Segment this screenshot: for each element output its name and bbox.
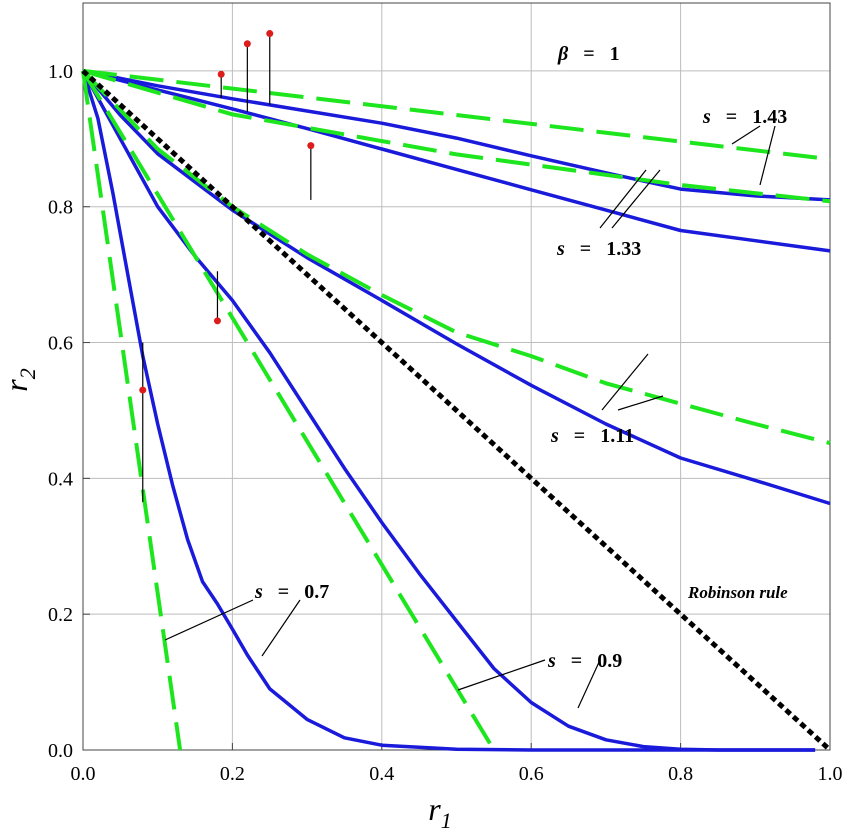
series-dashed-9: [81, 70, 183, 751]
series-solid-4: [81, 70, 816, 752]
series-solid-2: [81, 69, 831, 506]
annotation-leader: [731, 125, 761, 145]
series-solid-0: [82, 69, 831, 202]
ticks: 0.0 0.2 0.4 0.6 0.8 1.0 0.0 0.2 0.4 0.6 0.8 1.0: [48, 61, 843, 785]
x-tick-label: 0.2: [220, 763, 245, 785]
x-tick-label: 0.6: [519, 763, 544, 785]
annotation-leader: [611, 169, 661, 229]
y-tick-label: 0.6: [48, 333, 73, 355]
series-dashed-5: [82, 68, 831, 162]
y-tick-label: 0.4: [48, 468, 73, 490]
y-tick-label: 1.0: [48, 61, 73, 83]
marker-dot: [243, 40, 251, 48]
annotation-leader: [599, 169, 647, 229]
annotation-leader: [759, 125, 776, 186]
series-dashed-8: [81, 69, 496, 752]
x-tick-label: 0.4: [369, 763, 394, 785]
annotation-leader: [617, 395, 664, 411]
annotation-leader: [164, 599, 254, 641]
y-tick-label: 0.2: [48, 604, 73, 626]
annotation-leader: [601, 353, 649, 411]
x-tick-label: 0.8: [668, 763, 693, 785]
annotation-beta: β = 1: [557, 43, 620, 65]
y-tick-label: 0.8: [48, 197, 73, 219]
marker-dot: [307, 142, 315, 150]
annotation-leader: [577, 659, 601, 709]
annotation-s-1-33: s = 1.33: [556, 238, 641, 260]
series-dashed-7: [81, 69, 831, 446]
annotation-leader: [261, 599, 301, 657]
series-dotted-10: [81, 69, 832, 752]
annotation-s-1-11: s = 1.11: [550, 425, 634, 447]
markers: [139, 30, 315, 503]
marker-dot: [217, 70, 225, 78]
series-group: [81, 68, 832, 752]
annotation-robinson-rule: Robinson rule: [687, 583, 788, 602]
y-tick-label: 0.0: [48, 740, 73, 762]
marker-dot: [266, 30, 274, 38]
marker-dot: [213, 317, 221, 325]
annotation-s-0-7: s = 0.7: [254, 581, 329, 603]
x-tick-label: 1.0: [818, 763, 843, 785]
annotation-s-1-43: s = 1.43: [702, 106, 787, 128]
series-dashed-6: [82, 68, 831, 204]
x-tick-label: 0.0: [71, 763, 96, 785]
y-axis-label: r2: [0, 368, 40, 391]
annotation-leader: [457, 659, 546, 691]
leader-lines: [164, 125, 776, 709]
series-solid-1: [82, 69, 831, 253]
marker-dot: [139, 386, 147, 394]
x-axis-label: r1: [428, 791, 451, 830]
annotation-s-0-9: s = 0.9: [547, 650, 622, 672]
